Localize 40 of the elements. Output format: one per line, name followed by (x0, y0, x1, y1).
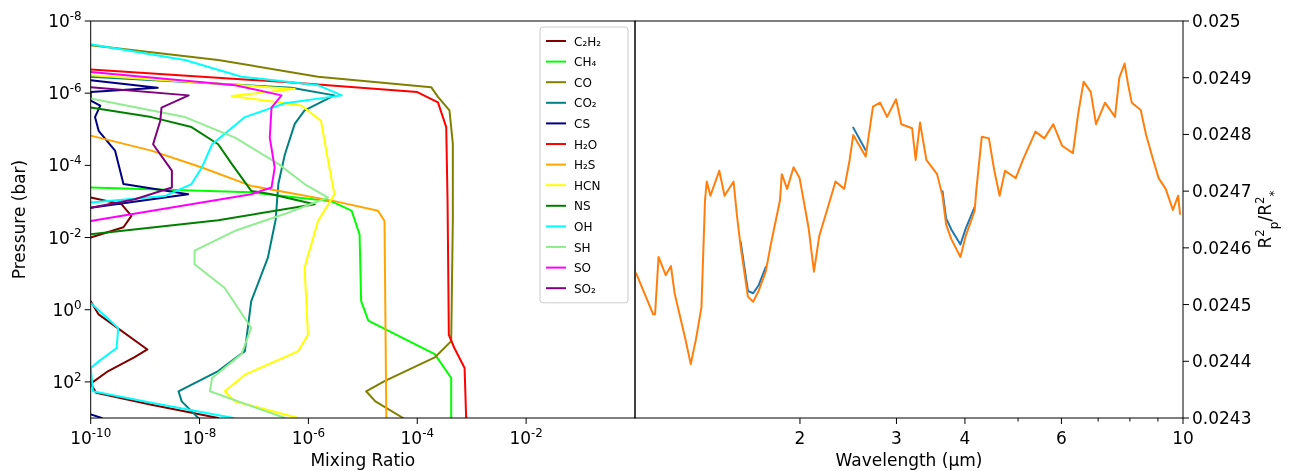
x-axis-title: Mixing Ratio (310, 450, 416, 470)
y-tick-label: 10$^{-4}$ (48, 153, 82, 176)
y2-tick-label: 0.0249 (1192, 67, 1252, 88)
y-tick-label: 10$^{-6}$ (48, 81, 82, 104)
x-tick-label: 6 (1056, 428, 1067, 448)
legend-label: C₂H₂ (574, 34, 602, 49)
y-tick-label: 10$^{-8}$ (48, 9, 82, 31)
y2-tick-label: 0.0246 (1192, 237, 1252, 258)
x-tick-label: 10 (1172, 428, 1194, 448)
x-tick-label: 4 (959, 428, 971, 448)
legend-label: HCN (574, 178, 601, 193)
legend-label: H₂O (574, 137, 598, 152)
legend-label: H₂S (574, 158, 596, 173)
legend-label: SO (574, 261, 592, 276)
legend-label: CH₄ (574, 55, 597, 70)
y2-tick-label: 0.0248 (1192, 124, 1252, 145)
legend-label: SH (574, 240, 591, 255)
legend-label: CS (574, 116, 590, 131)
x-tick-label: 10$^{-10}$ (70, 426, 112, 448)
y-axis-title: Pressure (bar) (8, 159, 29, 280)
x-axis-title: Wavelength (μm) (835, 450, 983, 470)
y2-tick-label: 0.0247 (1192, 181, 1252, 202)
legend-label: SO₂ (574, 281, 597, 296)
x-tick-label: 2 (794, 428, 806, 448)
y-tick-label: 10$^{0}$ (52, 297, 82, 320)
y-tick-label: 10$^{-2}$ (48, 225, 82, 248)
y2-tick-label: 0.0243 (1192, 408, 1252, 428)
legend-label: CO₂ (574, 96, 597, 111)
y2-tick-label: 0.025 (1192, 11, 1241, 31)
x-tick-label: 10$^{-2}$ (509, 426, 543, 448)
legend-label: NS (574, 199, 591, 214)
legend-label: CO (574, 75, 592, 90)
y2-tick-label: 0.0244 (1192, 351, 1252, 372)
y2-tick-label: 0.0245 (1192, 294, 1252, 315)
x-tick-label: 10$^{-6}$ (291, 426, 326, 448)
x-tick-label: 10$^{-4}$ (400, 426, 435, 448)
y-tick-label: 10$^{2}$ (52, 369, 82, 392)
x-tick-label: 3 (891, 428, 902, 448)
x-tick-label: 10$^{-8}$ (182, 426, 217, 448)
legend-label: OH (574, 219, 593, 234)
